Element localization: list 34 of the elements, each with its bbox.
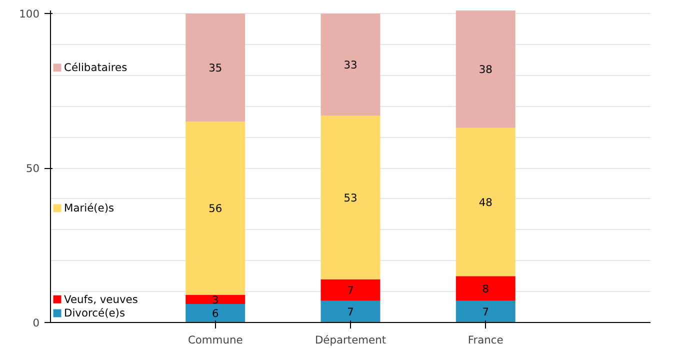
x-tick-label: France bbox=[468, 334, 504, 346]
y-tick-label: 50 bbox=[26, 162, 40, 176]
bar bbox=[320, 300, 380, 322]
bar bbox=[186, 294, 246, 304]
bar bbox=[320, 14, 380, 116]
data-label: 7 bbox=[482, 306, 490, 319]
bar bbox=[186, 122, 246, 295]
data-label: 7 bbox=[347, 284, 354, 298]
legend-label: Veufs, veuves bbox=[64, 292, 138, 306]
data-label: 48 bbox=[478, 196, 493, 210]
legend-label: Marié(e)s bbox=[64, 202, 115, 215]
x-tick-label: Département bbox=[314, 334, 386, 346]
bar bbox=[456, 10, 516, 128]
data-label: 7 bbox=[347, 306, 354, 319]
x-tick-label: Commune bbox=[188, 334, 243, 346]
legend-label: Célibataires bbox=[64, 61, 128, 74]
data-label: 8 bbox=[482, 282, 490, 296]
bar bbox=[456, 128, 516, 276]
bar bbox=[186, 14, 246, 122]
data-label: 35 bbox=[208, 62, 222, 75]
data-label: 3 bbox=[212, 293, 219, 306]
bar bbox=[456, 300, 516, 322]
y-tick-label: 100 bbox=[19, 8, 40, 21]
bar bbox=[320, 279, 380, 301]
bar bbox=[186, 304, 246, 322]
data-label: 56 bbox=[208, 202, 222, 216]
bar bbox=[320, 116, 380, 280]
data-label: 6 bbox=[212, 307, 219, 320]
data-label: 38 bbox=[478, 63, 493, 76]
y-tick-label: 0 bbox=[32, 316, 40, 330]
data-label: 33 bbox=[344, 58, 358, 72]
bar bbox=[456, 276, 516, 301]
data-label: 53 bbox=[344, 191, 358, 204]
legend-label: Divorcé(e)s bbox=[64, 306, 126, 320]
